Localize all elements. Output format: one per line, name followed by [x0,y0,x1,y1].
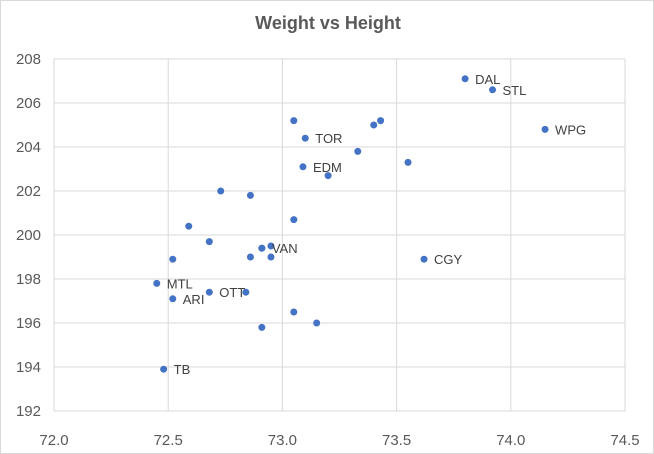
data-point [153,279,161,287]
x-tick-label: 74.5 [610,432,639,449]
data-label: EDM [313,160,342,175]
data-point [185,222,193,230]
data-point [420,255,428,263]
y-tick-label: 202 [16,183,41,200]
x-tick-label: 74.0 [496,432,525,449]
data-point [169,255,177,263]
data-point [404,158,412,166]
y-tick-label: 208 [16,51,41,68]
grid-layer [53,58,626,412]
data-label: TOR [315,131,342,146]
data-point [299,163,307,171]
y-tick-label: 206 [16,95,41,112]
data-point [461,75,469,83]
y-tick-label: 200 [16,227,41,244]
y-tick-label: 194 [16,359,41,376]
data-point [205,238,213,246]
data-point [246,191,254,199]
data-point [246,253,254,261]
data-point [290,216,298,224]
data-label: MTL [167,276,193,291]
point-layer [153,75,549,373]
data-point [324,172,332,180]
y-tick-label: 198 [16,271,41,288]
data-point [242,288,250,296]
data-point [258,323,266,331]
data-label: ARI [183,292,205,307]
data-label: STL [503,83,527,98]
data-point [160,365,168,373]
data-point [354,147,362,155]
data-label: CGY [434,252,463,267]
data-point [267,253,275,261]
y-tick-label: 196 [16,315,41,332]
data-label: WPG [555,122,586,137]
chart-title: Weight vs Height [255,13,401,33]
data-label: DAL [475,72,500,87]
data-point [217,187,225,195]
y-tick-label: 192 [16,403,41,420]
data-point [267,242,275,250]
tick-layer: 72.0 72.5 73.0 73.5 74.0 74.5 208 206 204 202 200 1… [16,51,640,449]
data-point [541,125,549,133]
x-tick-label: 73.0 [268,432,297,449]
data-point [169,295,177,303]
x-tick-label: 73.5 [382,432,411,449]
x-tick-label: 72.5 [154,432,183,449]
data-point [301,134,309,142]
data-point [370,121,378,129]
data-point [313,319,321,327]
data-point [377,117,385,125]
x-tick-label: 72.0 [39,432,68,449]
data-point [290,117,298,125]
y-tick-label: 204 [16,139,41,156]
data-point [205,288,213,296]
data-label: TB [174,362,191,377]
data-label: VAN [272,241,298,256]
data-point [489,86,497,94]
data-point [258,244,266,252]
data-label: OTT [219,285,245,300]
data-point [290,308,298,316]
